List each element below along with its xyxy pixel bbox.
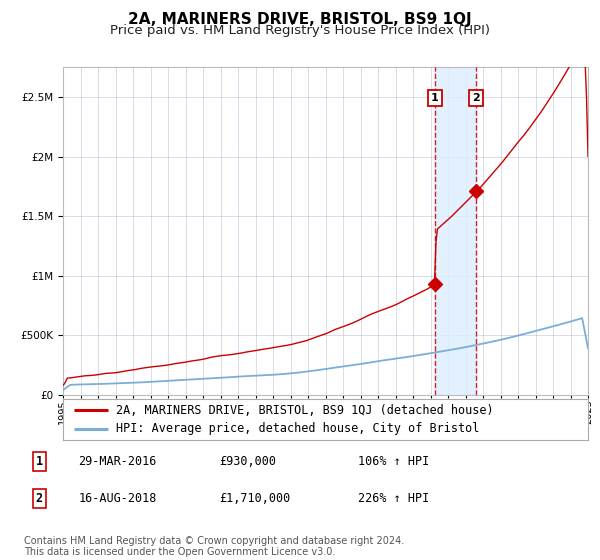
Text: 1: 1 [431, 94, 439, 104]
Text: £930,000: £930,000 [220, 455, 277, 468]
Text: Price paid vs. HM Land Registry's House Price Index (HPI): Price paid vs. HM Land Registry's House … [110, 24, 490, 37]
Text: 2A, MARINERS DRIVE, BRISTOL, BS9 1QJ: 2A, MARINERS DRIVE, BRISTOL, BS9 1QJ [128, 12, 472, 27]
Text: £1,710,000: £1,710,000 [220, 492, 290, 505]
Text: 29-MAR-2016: 29-MAR-2016 [78, 455, 157, 468]
Text: 2: 2 [472, 94, 480, 104]
Text: 2A, MARINERS DRIVE, BRISTOL, BS9 1QJ (detached house): 2A, MARINERS DRIVE, BRISTOL, BS9 1QJ (de… [115, 404, 493, 417]
Text: 1: 1 [35, 455, 43, 468]
Bar [434, 67, 476, 395]
Text: 226% ↑ HPI: 226% ↑ HPI [358, 492, 429, 505]
Text: 16-AUG-2018: 16-AUG-2018 [78, 492, 157, 505]
Text: 2: 2 [35, 492, 43, 505]
Text: 106% ↑ HPI: 106% ↑ HPI [358, 455, 429, 468]
Text: HPI: Average price, detached house, City of Bristol: HPI: Average price, detached house, City… [115, 422, 479, 435]
Text: Contains HM Land Registry data © Crown copyright and database right 2024.
This d: Contains HM Land Registry data © Crown c… [24, 535, 404, 557]
